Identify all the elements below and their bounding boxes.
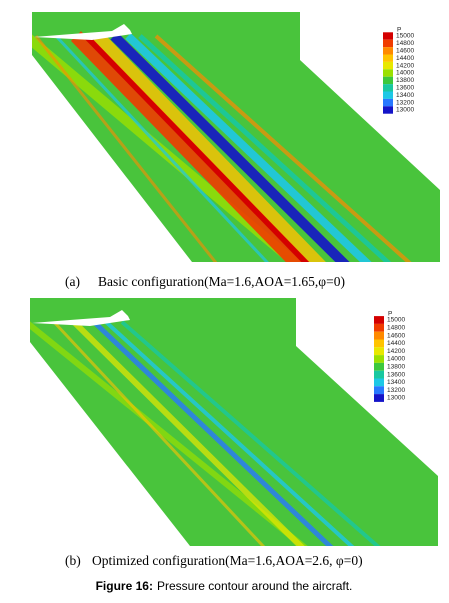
legend-label: 14800: [387, 325, 405, 332]
legend-label: 14200: [387, 348, 405, 355]
legend-label: 15000: [387, 317, 405, 324]
contour-band: [34, 35, 299, 262]
legend-swatch: [374, 394, 384, 402]
legend-label: 14800: [396, 40, 414, 47]
legend-label: 14200: [396, 62, 414, 69]
legend-title: P: [388, 311, 392, 318]
legend-swatch: [374, 378, 384, 387]
legend-label: 14000: [396, 70, 414, 77]
legend-label: 13000: [396, 107, 414, 114]
legend-label: 13400: [387, 379, 405, 386]
figure-text: Pressure contour around the aircraft.: [157, 579, 352, 593]
aircraft: [32, 310, 130, 326]
contour-band: [52, 320, 342, 546]
contour-field: [30, 319, 438, 546]
legend-swatch: [383, 69, 393, 77]
contour-band: [83, 33, 381, 262]
legend-label: 13800: [396, 77, 414, 84]
legend-label: 13800: [387, 364, 405, 371]
legend-swatch: [383, 91, 393, 99]
legend-title: P: [397, 27, 401, 34]
legend-swatch: [383, 54, 393, 62]
legend-label: 13600: [387, 371, 405, 378]
caption-text: Optimized configuration(Ma=1.6,AOA=2.6, …: [92, 553, 363, 568]
legend-label: 13200: [396, 99, 414, 106]
legend-label: 13000: [387, 395, 405, 402]
legend-label: 15000: [396, 33, 414, 40]
contour-band: [110, 32, 417, 262]
legend-swatch: [383, 32, 393, 40]
figure-label: Figure 16:: [96, 579, 153, 593]
caption-label: (a): [65, 274, 80, 289]
legend-swatch: [383, 76, 393, 85]
legend-swatch: [374, 339, 384, 348]
aircraft: [34, 24, 132, 40]
contour-band: [154, 34, 440, 262]
legend-swatch: [383, 47, 393, 55]
legend-swatch: [374, 316, 384, 324]
legend-swatch: [383, 61, 393, 70]
contour-band: [120, 320, 438, 546]
legend-swatch: [383, 98, 393, 107]
legend-swatch: [374, 386, 384, 395]
caption-text: Basic configuration(Ma=1.6,AOA=1.65,φ=0): [98, 274, 345, 289]
contour-band: [104, 320, 418, 546]
contour-band: [92, 320, 401, 546]
legend-swatch: [374, 331, 384, 340]
legend-label: 14400: [387, 340, 405, 347]
legend-swatch: [383, 84, 393, 92]
legend-label: 13200: [387, 387, 405, 394]
figure-caption: Figure 16: Pressure contour around the ai…: [96, 579, 353, 593]
legend-label: 14400: [396, 55, 414, 62]
legend-swatch: [374, 362, 384, 371]
contour-band: [71, 319, 375, 546]
contour-band: [93, 31, 395, 262]
contour-band: [54, 34, 344, 262]
legend-swatch: [383, 106, 393, 114]
contour-field: [32, 31, 440, 262]
legend-label: 14000: [387, 356, 405, 363]
legend-label: 14600: [396, 48, 414, 55]
legend-label: 14600: [387, 332, 405, 339]
contour-band: [70, 31, 374, 262]
legend-swatch: [374, 323, 384, 332]
legend-swatch: [383, 39, 393, 48]
legend-label: 13400: [396, 92, 414, 99]
contour-band: [138, 34, 440, 262]
legend-label: 13600: [396, 85, 414, 92]
legend-swatch: [374, 370, 384, 379]
contour-band: [125, 33, 436, 262]
legend-swatch: [374, 347, 384, 356]
legend-swatch: [374, 355, 384, 363]
caption-label: (b): [65, 553, 81, 568]
